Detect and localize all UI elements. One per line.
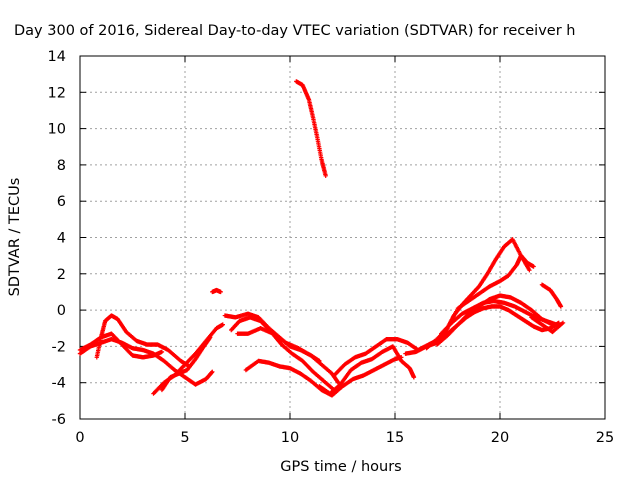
y-tick-label: 0 [57, 303, 66, 319]
series-track-s [539, 282, 564, 309]
series-track-e [159, 335, 213, 393]
series-track-l [317, 344, 417, 396]
series-track-j [235, 326, 322, 364]
y-tick-label: 2 [57, 267, 66, 283]
data-point [323, 173, 328, 178]
data-point [411, 375, 417, 380]
x-tick-label: 10 [281, 430, 299, 446]
grid [80, 56, 605, 419]
data-point [531, 264, 536, 269]
data-point [159, 349, 165, 355]
x-tick-label: 0 [75, 430, 84, 446]
y-tick-label: 8 [57, 158, 66, 174]
data-point [220, 322, 225, 327]
data-point [560, 320, 566, 326]
x-tick-label: 5 [180, 430, 189, 446]
series-track-o [424, 253, 536, 351]
series-track-m [331, 304, 561, 378]
x-tick-label: 15 [386, 430, 404, 446]
series-track-r [529, 315, 566, 335]
chart-title: Day 300 of 2016, Sidereal Day-to-day VTE… [14, 23, 575, 39]
x-tick-label: 20 [491, 430, 509, 446]
data-point [317, 358, 322, 364]
series-track-h [229, 315, 337, 393]
data-point [558, 304, 564, 309]
y-tick-label: 10 [48, 122, 66, 138]
data-point [218, 289, 223, 295]
y-tick-label: 4 [57, 231, 66, 247]
data-point [208, 335, 213, 340]
data-marks [77, 79, 566, 398]
y-tick-label: 6 [57, 194, 66, 210]
series-track-k [294, 79, 328, 178]
y-tick-label: 14 [48, 49, 66, 65]
series-track-c [94, 313, 192, 369]
y-tick-label: 12 [48, 85, 66, 101]
x-tick-label: 25 [596, 430, 614, 446]
y-tick-label: -4 [52, 376, 66, 392]
data-point [210, 369, 215, 375]
x-axis-label: GPS time / hours [280, 459, 401, 475]
series-track-q [439, 298, 559, 336]
y-tick-label: -6 [52, 412, 66, 428]
y-axis-label: SDTVAR / TECUs [7, 178, 23, 297]
plot-frame [79, 55, 606, 420]
series-track-f [210, 287, 223, 295]
y-tick-label: -2 [52, 339, 66, 355]
data-point [527, 267, 532, 273]
